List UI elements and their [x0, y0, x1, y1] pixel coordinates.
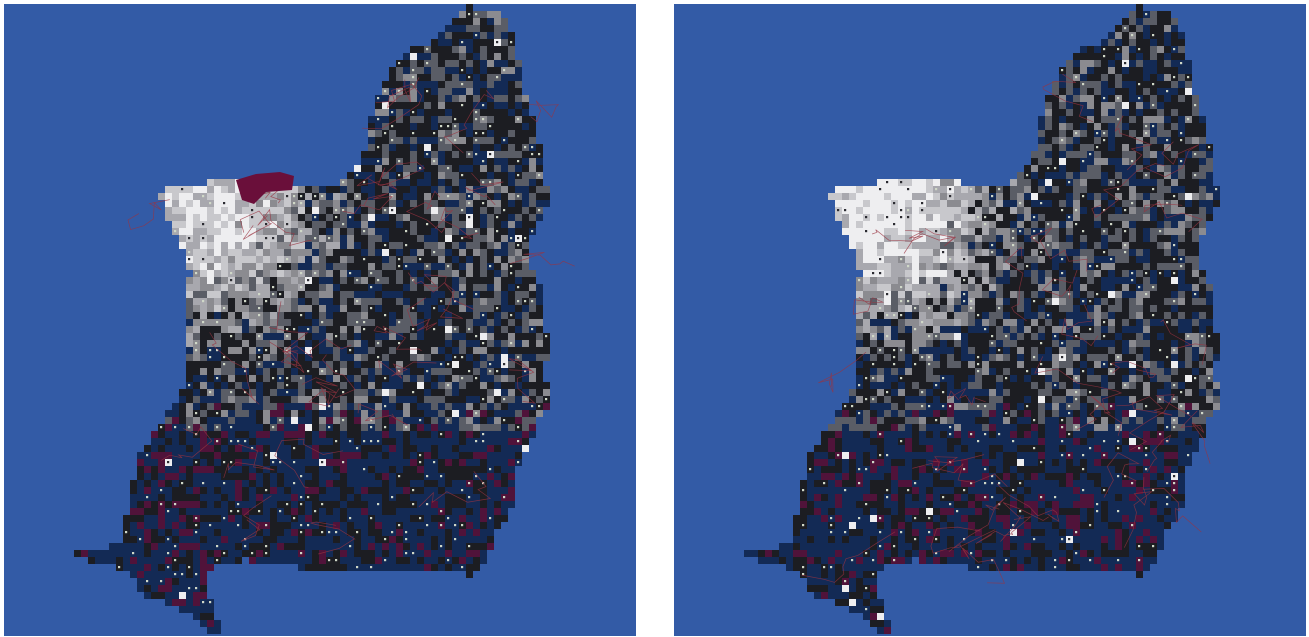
boundary-lines — [127, 77, 575, 555]
highlight-patch — [236, 172, 294, 204]
land-cells — [744, 4, 1220, 634]
land-cells — [74, 4, 550, 634]
map-panel-right — [674, 4, 1306, 636]
map-panel-left — [4, 4, 636, 636]
boundary-lines — [801, 73, 1211, 584]
raster-map-right — [674, 4, 1306, 636]
raster-map-left — [4, 4, 636, 636]
